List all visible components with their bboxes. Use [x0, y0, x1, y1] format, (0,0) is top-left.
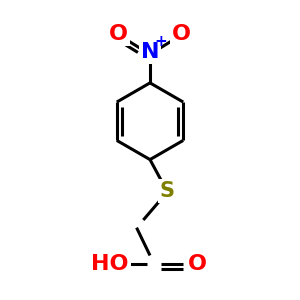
Text: O: O — [172, 24, 191, 44]
Text: O: O — [188, 254, 206, 274]
Text: O: O — [109, 24, 128, 44]
Text: HO: HO — [91, 254, 128, 274]
Text: +: + — [154, 34, 167, 49]
Text: S: S — [160, 181, 175, 201]
Text: N: N — [141, 42, 159, 62]
